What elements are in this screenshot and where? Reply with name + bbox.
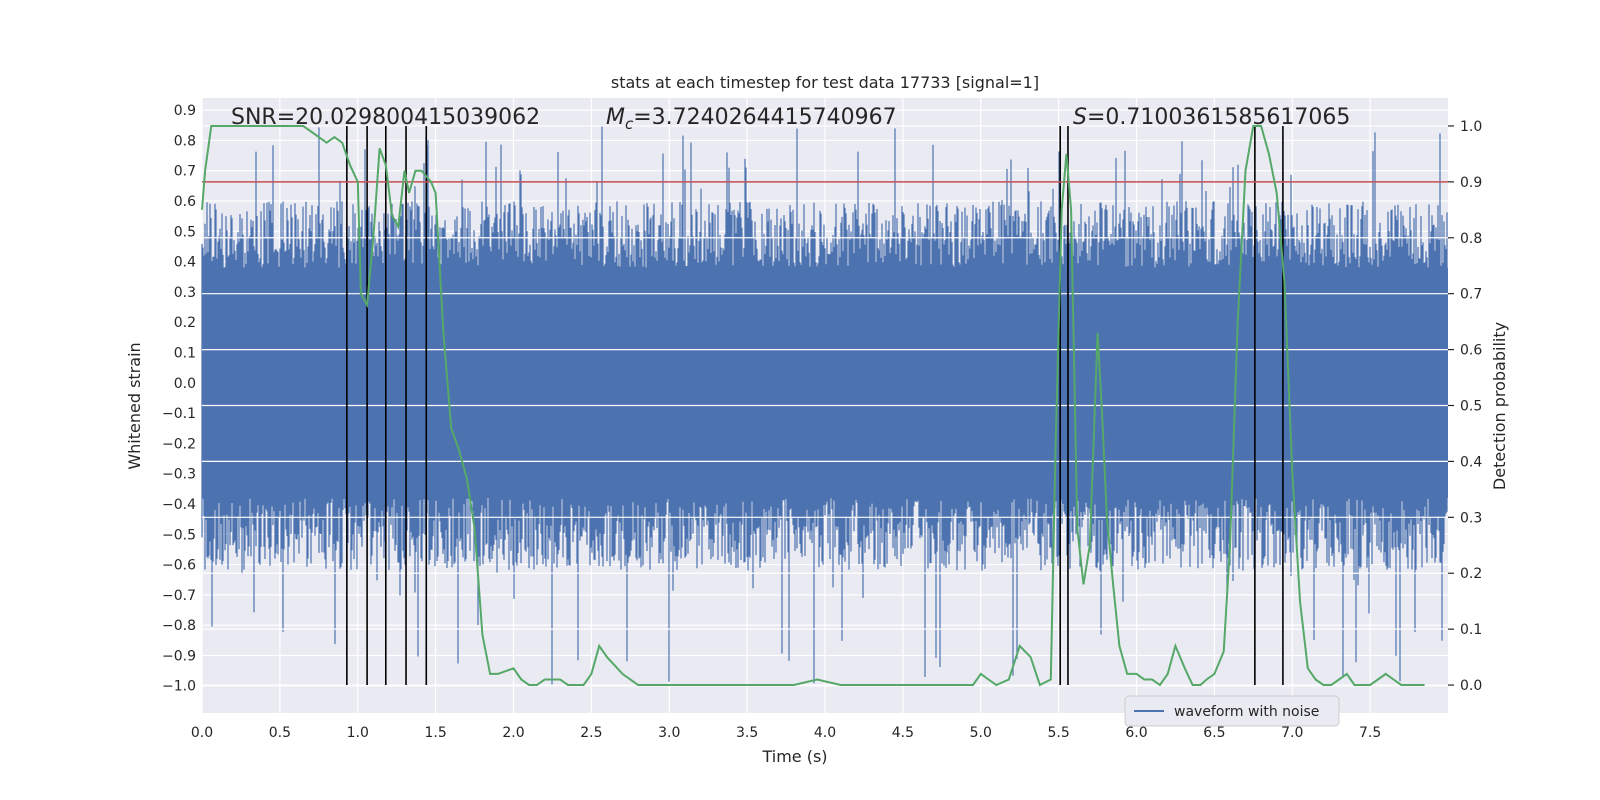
y-left-tick-label: 0.3 xyxy=(174,285,196,301)
probability-series xyxy=(201,125,1425,687)
y-left-tick-label: 0.7 xyxy=(174,164,196,180)
y-left-axis-ticks: 0.9 0.8 0.7 0.6 0.5 0.4 0.3 0.2 0.1 0.0 −0.1 −0.2 −0… xyxy=(162,103,196,695)
y-right-axis-label: Detection probability xyxy=(1490,322,1509,490)
y-left-tick-label: −0.8 xyxy=(162,618,196,634)
y-right-tick-label: 0.4 xyxy=(1460,454,1482,470)
x-tick-label: 2.0 xyxy=(502,725,524,741)
waveform-with-noise xyxy=(201,125,1448,685)
y-right-tick-label: 0.1 xyxy=(1460,622,1482,638)
chirp-mass-subscript: c xyxy=(625,115,634,133)
x-tick-label: 7.5 xyxy=(1359,725,1381,741)
x-tick-label: 3.0 xyxy=(658,725,680,741)
x-tick-label: 6.0 xyxy=(1125,725,1147,741)
y-right-tick-label: 0.9 xyxy=(1460,175,1482,191)
y-left-tick-label: −0.3 xyxy=(162,467,196,483)
y-left-tick-label: −1.0 xyxy=(162,679,196,695)
y-right-axis-ticks: 1.0 0.9 0.8 0.7 0.6 0.5 0.4 0.3 0.2 0.1 0.0 xyxy=(1448,119,1482,694)
x-tick-label: 4.0 xyxy=(814,725,836,741)
y-right-tick-label: 0.8 xyxy=(1460,231,1482,247)
y-left-tick-label: 0.5 xyxy=(174,224,196,240)
y-right-tick-label: 1.0 xyxy=(1460,119,1482,135)
y-left-tick-label: −0.2 xyxy=(162,436,196,452)
detection-probability-line xyxy=(201,125,1425,687)
x-tick-label: 1.0 xyxy=(347,725,369,741)
y-right-tick-label: 0.2 xyxy=(1460,566,1482,582)
legend-waveform-label: waveform with noise xyxy=(1174,704,1319,720)
y-left-tick-label: 0.0 xyxy=(174,376,196,392)
x-axis-label: Time (s) xyxy=(761,747,827,766)
x-tick-label: 5.0 xyxy=(970,725,992,741)
y-right-tick-label: 0.6 xyxy=(1460,343,1482,359)
x-tick-label: 7.0 xyxy=(1281,725,1303,741)
chirp-mass-symbol: M xyxy=(606,105,625,130)
s-annotation: S=0.7100361585617065 xyxy=(1073,105,1350,130)
legend: waveform with noise xyxy=(1124,695,1340,727)
y-right-tick-label: 0.5 xyxy=(1460,399,1482,415)
y-left-tick-label: 0.6 xyxy=(174,194,196,210)
y-left-tick-label: −0.1 xyxy=(162,406,196,422)
y-right-tick-label: 0.3 xyxy=(1460,510,1482,526)
x-tick-label: 1.5 xyxy=(424,725,446,741)
x-tick-label: 5.5 xyxy=(1047,725,1069,741)
y-right-tick-label: 0.7 xyxy=(1460,287,1482,303)
x-tick-label: 2.5 xyxy=(580,725,602,741)
snr-annotation: SNR=20.029800415039062 xyxy=(231,105,540,130)
x-tick-label: 0.0 xyxy=(191,725,213,741)
chart-title: stats at each timestep for test data 177… xyxy=(611,73,1039,92)
s-symbol: S xyxy=(1073,105,1087,130)
x-axis-ticks: 0.0 0.5 1.0 1.5 2.0 2.5 3.0 3.5 4.0 4.5 5.0 5.5 6.0 6… xyxy=(191,725,1381,741)
y-left-tick-label: −0.9 xyxy=(162,648,196,664)
y-left-axis-label: Whitened strain xyxy=(125,342,144,469)
chirp-mass-annotation: Mc=3.7240264415740967 xyxy=(606,105,897,133)
y-left-tick-label: −0.4 xyxy=(162,497,196,513)
y-left-tick-label: −0.7 xyxy=(162,588,196,604)
y-left-tick-label: 0.4 xyxy=(174,255,196,271)
waveform-series xyxy=(201,125,1448,685)
y-left-tick-label: −0.5 xyxy=(162,527,196,543)
x-tick-label: 4.5 xyxy=(892,725,914,741)
legend-box xyxy=(1124,695,1340,727)
chirp-mass-value: =3.7240264415740967 xyxy=(633,105,896,130)
y-left-tick-label: 0.1 xyxy=(174,345,196,361)
x-tick-label: 6.5 xyxy=(1203,725,1225,741)
y-left-tick-label: 0.9 xyxy=(174,103,196,119)
vertical-lines xyxy=(346,125,1284,686)
x-tick-label: 3.5 xyxy=(736,725,758,741)
y-left-tick-label: −0.6 xyxy=(162,558,196,574)
s-value: =0.7100361585617065 xyxy=(1087,105,1350,130)
y-left-tick-label: 0.8 xyxy=(174,133,196,149)
y-left-tick-label: 0.2 xyxy=(174,315,196,331)
y-right-tick-label: 0.0 xyxy=(1460,678,1482,694)
x-tick-label: 0.5 xyxy=(269,725,291,741)
